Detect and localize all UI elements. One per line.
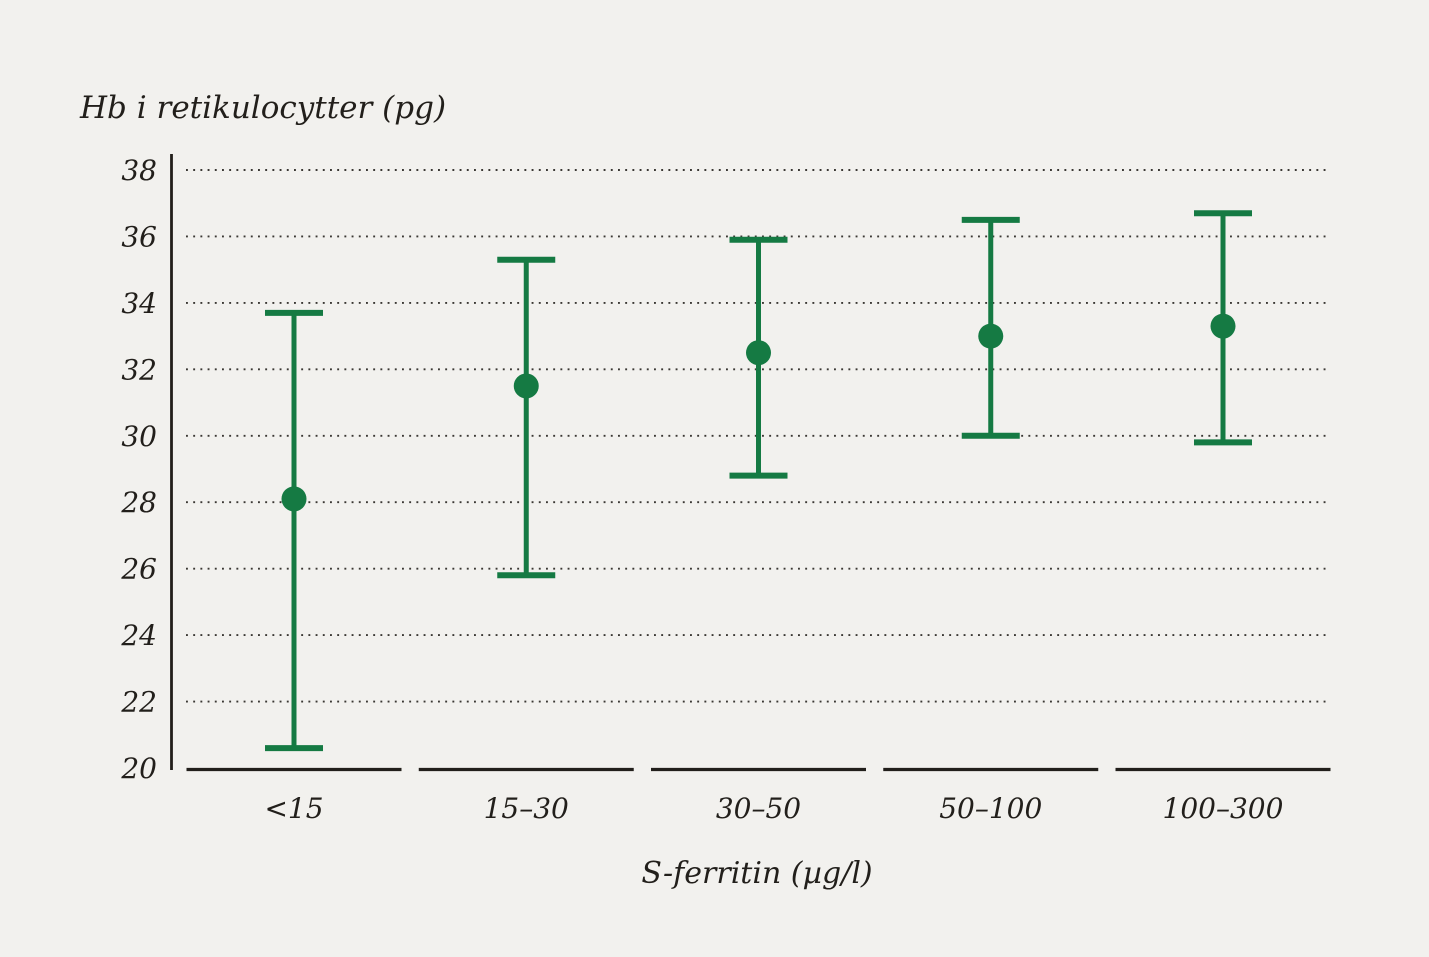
y-tick-label: 24 bbox=[120, 619, 157, 652]
mean-marker bbox=[1210, 313, 1236, 339]
x-axis-title: S-ferritin (µg/l) bbox=[641, 856, 873, 891]
y-tick-label: 26 bbox=[120, 553, 157, 586]
y-tick-label: 20 bbox=[120, 752, 157, 785]
y-axis-title: Hb i retikulocytter (pg) bbox=[80, 90, 447, 126]
mean-marker bbox=[513, 373, 539, 399]
y-tick-label: 30 bbox=[121, 420, 157, 453]
y-tick-label: 22 bbox=[120, 686, 157, 719]
x-tick-label: 15–30 bbox=[484, 792, 569, 825]
y-tick-label: 34 bbox=[121, 287, 157, 320]
y-tick-label: 38 bbox=[121, 154, 157, 187]
x-tick-label: <15 bbox=[264, 792, 323, 825]
y-tick-label: 28 bbox=[120, 486, 157, 519]
mean-marker bbox=[281, 486, 307, 512]
mean-marker bbox=[746, 340, 771, 366]
x-tick-label: 50–100 bbox=[939, 792, 1042, 825]
y-tick-label: 36 bbox=[121, 220, 157, 253]
x-tick-label: 30–50 bbox=[716, 792, 801, 825]
mean-marker bbox=[978, 323, 1004, 349]
x-tick-label: 100–300 bbox=[1163, 792, 1284, 825]
y-tick-label: 32 bbox=[121, 353, 157, 386]
